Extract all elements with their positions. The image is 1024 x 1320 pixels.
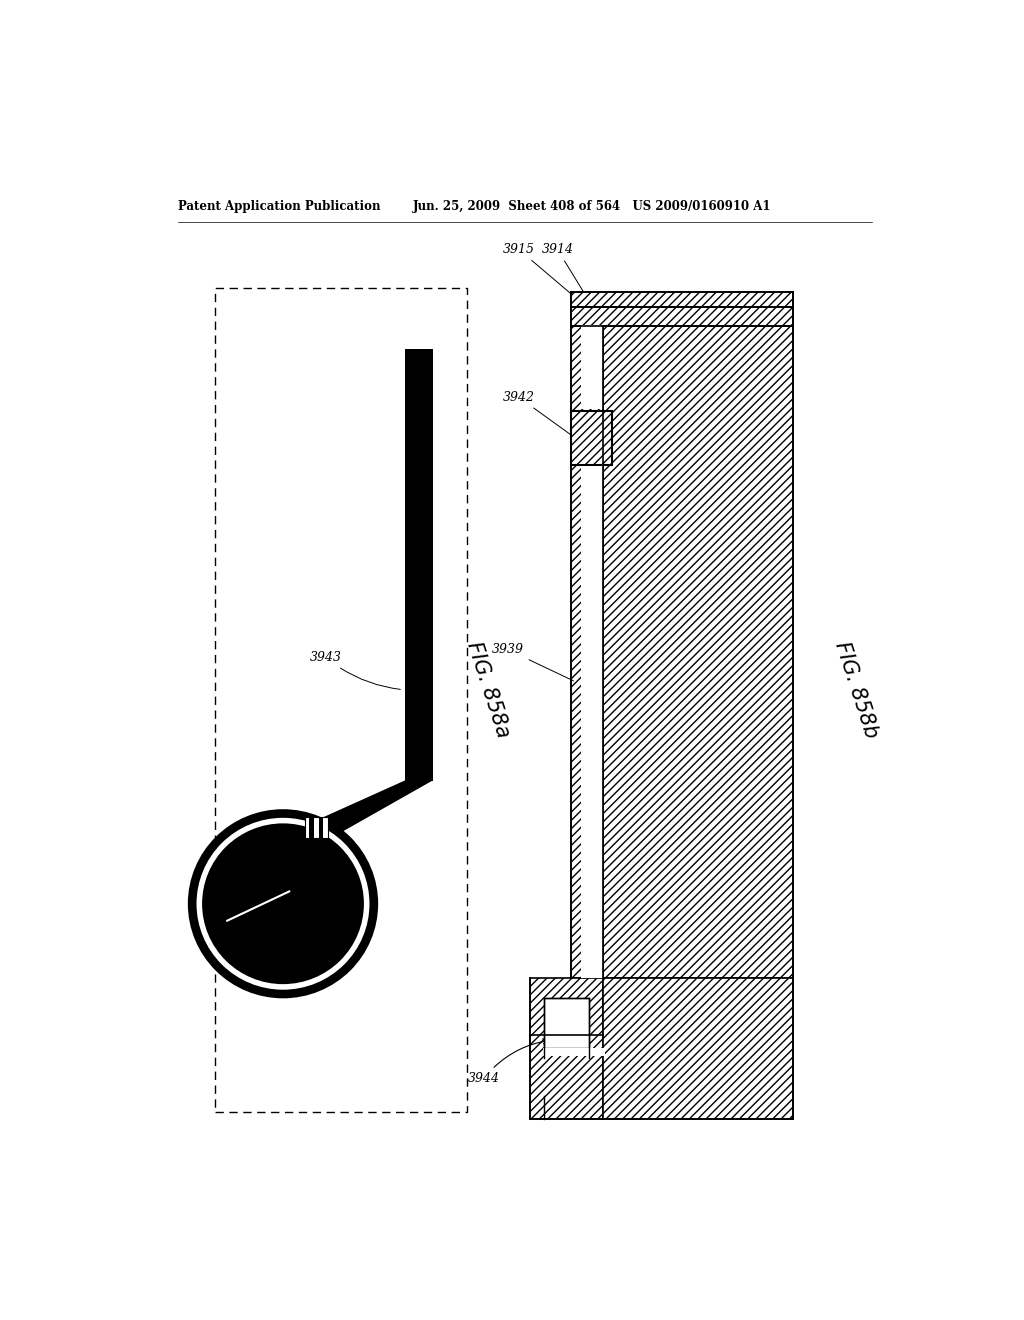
Bar [571, 411, 612, 465]
Text: Jun. 25, 2009  Sheet 408 of 564   US 2009/0160910 A1: Jun. 25, 2009 Sheet 408 of 564 US 2009/0… [414, 201, 772, 214]
Bar [324, 817, 328, 838]
Text: Patent Application Publication: Patent Application Publication [178, 201, 381, 214]
Circle shape [204, 825, 362, 982]
Text: 3939: 3939 [492, 643, 573, 681]
Circle shape [189, 810, 377, 997]
Bar [581, 466, 603, 978]
Bar [571, 411, 612, 465]
Bar [530, 978, 603, 1119]
Text: FIG. 858b: FIG. 858b [831, 639, 882, 741]
Text: 3944: 3944 [468, 1039, 548, 1085]
Bar [603, 978, 793, 1119]
Text: FIG. 858a: FIG. 858a [464, 639, 513, 741]
Bar [543, 1048, 605, 1056]
Bar [314, 817, 318, 838]
Bar [305, 817, 328, 838]
Bar [571, 308, 793, 326]
Bar [603, 326, 793, 978]
Bar [603, 326, 793, 978]
Bar [404, 350, 432, 780]
Bar [318, 817, 324, 838]
Text: 3914: 3914 [542, 243, 597, 314]
Bar [571, 326, 603, 978]
Bar [305, 817, 309, 838]
Polygon shape [308, 780, 432, 838]
Text: 3942: 3942 [503, 391, 572, 437]
Text: 3915: 3915 [503, 243, 575, 297]
Bar [571, 292, 793, 308]
Bar [581, 325, 603, 409]
Bar [544, 998, 589, 1048]
Bar [215, 288, 467, 1111]
Bar [309, 817, 314, 838]
Bar [603, 978, 793, 1119]
Bar [571, 292, 793, 308]
Bar [571, 308, 793, 326]
Text: 3943: 3943 [309, 651, 400, 689]
Bar [530, 978, 603, 1119]
Bar [571, 326, 603, 978]
